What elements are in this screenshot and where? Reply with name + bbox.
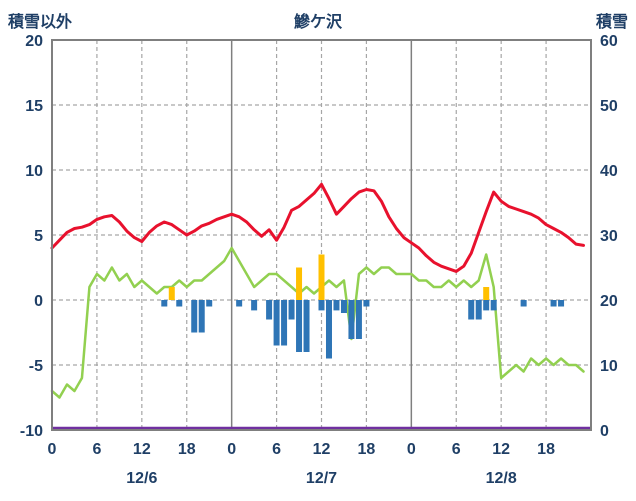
left-tick-label: 15 (25, 98, 43, 115)
left-tick-label: -10 (20, 423, 43, 440)
left-tick-label: 0 (34, 293, 43, 310)
x-tick-label: 12 (313, 441, 331, 458)
right-tick-label: 60 (600, 33, 618, 50)
right-axis-ticks: 60 50 40 30 20 10 0 (600, 33, 618, 440)
right-tick-label: 50 (600, 98, 618, 115)
left-axis-ticks: 20 15 10 5 0 -5 -10 (20, 33, 43, 440)
date-label: 12/7 (306, 470, 337, 487)
green-line-series (50, 246, 585, 399)
right-tick-label: 10 (600, 358, 618, 375)
left-tick-label: 10 (25, 163, 43, 180)
right-tick-label: 20 (600, 293, 618, 310)
left-tick-label: 5 (34, 228, 43, 245)
x-tick-label: 6 (272, 441, 281, 458)
chart-title: 鰺ケ沢 (293, 14, 343, 31)
date-label: 12/8 (486, 470, 517, 487)
x-axis-ticks: 0 6 12 18 0 6 12 18 0 6 12 18 (48, 441, 556, 458)
right-axis-title: 積雪 (595, 14, 628, 31)
right-tick-label: 40 (600, 163, 618, 180)
x-tick-label: 18 (178, 441, 196, 458)
date-labels: 12/6 12/7 12/8 (126, 470, 517, 487)
date-label: 12/6 (126, 470, 157, 487)
right-tick-label: 30 (600, 228, 618, 245)
x-tick-label: 6 (92, 441, 101, 458)
blue-bars-series (161, 300, 565, 359)
red-line-series (50, 182, 586, 273)
x-tick-label: 18 (537, 441, 555, 458)
x-tick-label: 0 (407, 441, 416, 458)
right-tick-label: 0 (600, 423, 609, 440)
plot-border (51, 39, 592, 431)
x-tick-label: 12 (492, 441, 510, 458)
x-tick-label: 12 (133, 441, 151, 458)
left-tick-label: 20 (25, 33, 43, 50)
x-tick-label: 0 (48, 441, 57, 458)
x-tick-label: 18 (358, 441, 376, 458)
left-axis-title: 積雪以外 (8, 14, 73, 31)
left-tick-label: -5 (29, 358, 43, 375)
x-tick-label: 6 (452, 441, 461, 458)
x-tick-label: 0 (227, 441, 236, 458)
orange-bars-series (168, 254, 490, 300)
